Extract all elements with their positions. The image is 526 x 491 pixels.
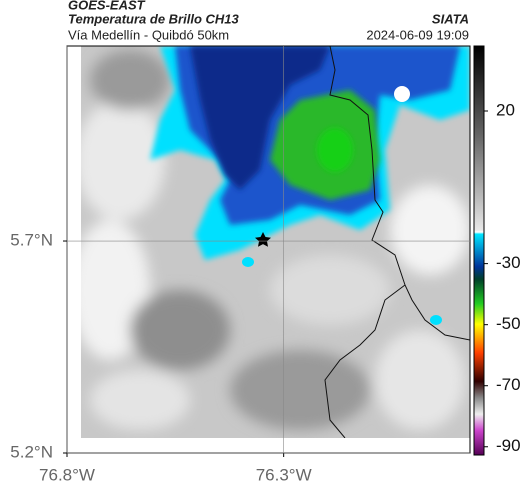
subtitle: Temperatura de Brillo CH13	[68, 11, 240, 26]
title: GOES-EAST	[68, 0, 146, 12]
colorbar-tick-label: -70	[496, 375, 521, 394]
colorbar	[473, 45, 485, 456]
satellite-image	[81, 46, 470, 438]
colorbar-tick-label: -90	[496, 436, 521, 455]
y-tick-label: 5.2°N	[10, 442, 53, 461]
colorbar-tick-label: -50	[496, 314, 521, 333]
colorbar-tick-label: 20	[496, 100, 515, 119]
caption: Vía Medellín - Quibdó 50km	[68, 27, 229, 42]
x-tick-label: 76.3°W	[256, 465, 312, 484]
x-tick-label: 76.8°W	[39, 465, 95, 484]
y-tick-label: 5.7°N	[10, 231, 53, 250]
source: SIATA	[432, 11, 469, 26]
timestamp: 2024-06-09 19:09	[366, 27, 469, 42]
colorbar-tick-label: -30	[496, 253, 521, 272]
